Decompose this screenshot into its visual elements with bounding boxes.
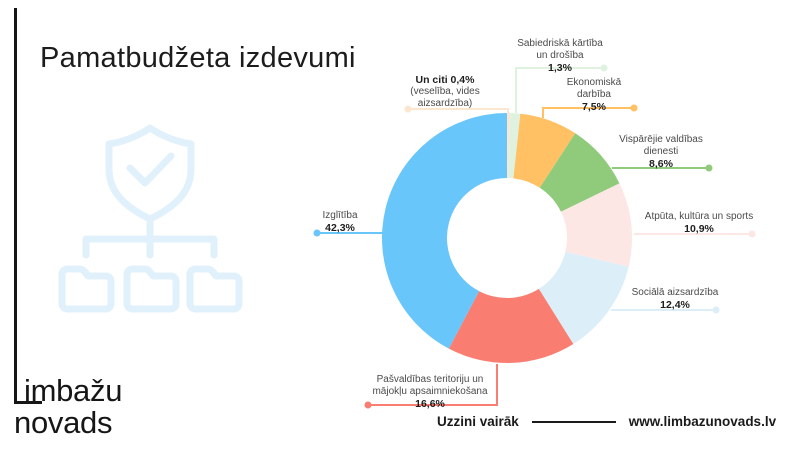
donut-slice-1 <box>508 113 521 179</box>
callout-value: 7,5% <box>582 101 606 113</box>
donut-slice-6 <box>448 288 574 364</box>
callout-label: Sabiedriskā kārtība <box>517 38 603 49</box>
callout-ekonomiska: Ekonomiskā darbība 7,5% <box>567 77 621 113</box>
dot-atputa <box>748 230 756 238</box>
dot-visparejie <box>705 164 713 172</box>
dot-izglitiba <box>313 229 321 237</box>
callout-value: 10,9% <box>684 223 714 235</box>
website-link[interactable]: www.limbazunovads.lv <box>628 414 777 429</box>
callout-pasvaldibas: Pašvaldības teritoriju un mājokļu apsaim… <box>372 374 487 410</box>
callout-atputa: Atpūta, kultūra un sports 10,9% <box>645 211 753 235</box>
brand-l-foot <box>14 401 42 404</box>
callout-label: (veselība, vides <box>410 86 480 97</box>
callout-label: Sociālā aizsardzība <box>631 287 719 298</box>
dot-sociala <box>712 306 720 314</box>
dot-un-citi <box>404 105 412 113</box>
page-title: Pamatbudžeta izdevumi <box>40 42 356 74</box>
callout-label: un drošība <box>536 50 584 61</box>
footer-divider <box>531 420 616 423</box>
dot-sabiedriska <box>600 64 608 72</box>
callout-value: 12,4% <box>660 299 690 311</box>
callout-label: Vispārējie valdības <box>619 134 703 145</box>
leader-sabiedriska <box>515 67 604 113</box>
logo-limbazu: imbažu <box>24 373 123 408</box>
footer: Uzzini vairāk www.limbazunovads.lv <box>437 414 776 429</box>
leader-ekonomiska <box>542 107 634 118</box>
leader-lines <box>317 67 752 406</box>
brand-vertical-line <box>14 8 17 404</box>
cta-text: Uzzini vairāk <box>437 414 519 429</box>
callout-sabiedriska: Sabiedriskā kārtība un drošība 1,3% <box>517 38 603 74</box>
callout-label: Pašvaldības teritoriju un <box>376 374 484 385</box>
callout-visparejie: Vispārējie valdības dienesti 8,6% <box>619 134 703 170</box>
callout-label: darbība <box>577 89 611 100</box>
callout-label: aizsardzība) <box>417 98 473 109</box>
callout-value: 1,3% <box>548 62 572 74</box>
donut-slices <box>382 113 633 364</box>
callout-label: dienesti <box>643 146 679 157</box>
folder-icon <box>58 265 115 313</box>
donut-slice-7 <box>382 113 507 349</box>
org-structure-watermark-icon <box>58 124 243 313</box>
folder-icon <box>186 265 243 313</box>
donut-slice-0 <box>507 113 511 179</box>
leader-dots <box>313 64 756 409</box>
folder-icon <box>123 265 180 313</box>
donut-slice-2 <box>513 113 576 188</box>
dot-ekonomiska <box>630 104 638 112</box>
callout-value: 16,6% <box>415 398 445 410</box>
callout-label: Atpūta, kultūra un sports <box>644 211 754 222</box>
callout-label: Izglītība <box>322 210 358 221</box>
callout-un-citi: Un citi 0,4% (veselība, vides aizsardzīb… <box>410 74 479 110</box>
connector-lines <box>82 215 218 259</box>
donut-slice-5 <box>538 251 629 344</box>
callout-value: 8,6% <box>649 158 673 170</box>
callout-label: Ekonomiskā <box>566 77 622 88</box>
dot-pasvaldibas <box>364 401 372 409</box>
callout-value: Un citi 0,4% <box>415 74 475 86</box>
leader-pasvaldibas <box>368 364 498 406</box>
callout-label: mājokļu apsaimniekošana <box>372 386 488 397</box>
callout-value: 42,3% <box>325 222 355 234</box>
logo-novads: novads <box>14 405 113 440</box>
leader-un-citi <box>408 108 509 115</box>
donut-slice-4 <box>560 183 633 267</box>
callout-sociala: Sociālā aizsardzība 12,4% <box>632 287 719 311</box>
donut-slice-3 <box>539 133 620 212</box>
callout-izglitiba: Izglītība 42,3% <box>322 210 357 234</box>
check-icon <box>126 152 175 187</box>
